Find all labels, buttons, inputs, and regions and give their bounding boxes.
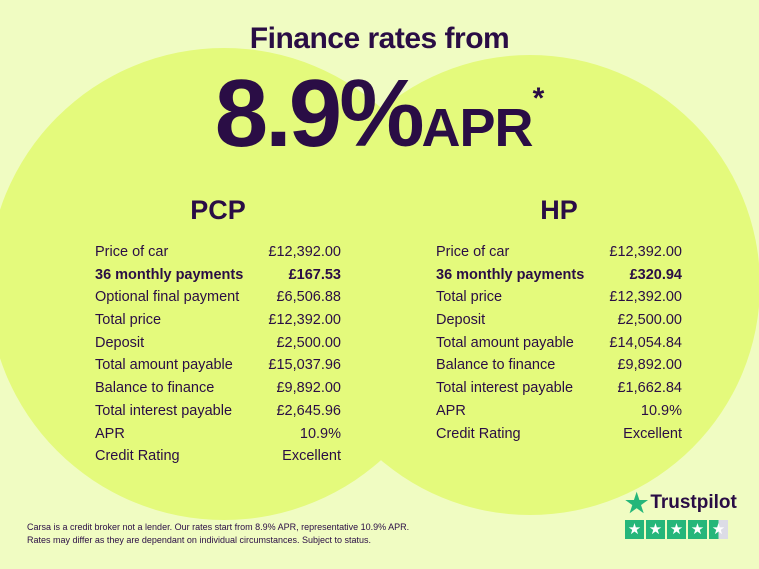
table-row: Total amount payable £15,037.96 bbox=[95, 354, 341, 377]
row-label: Deposit bbox=[436, 312, 486, 329]
row-value: £2,645.96 bbox=[276, 402, 341, 419]
table-row: Credit Rating Excellent bbox=[436, 423, 682, 446]
rating-star-icon: ★ bbox=[688, 520, 707, 539]
row-value: Excellent bbox=[623, 425, 682, 442]
row-label: Total price bbox=[95, 312, 162, 329]
row-label: 36 monthly payments bbox=[436, 266, 585, 283]
rate-asterisk: * bbox=[532, 82, 545, 115]
star-icon: ★ bbox=[625, 488, 649, 518]
row-label: Price of car bbox=[95, 244, 169, 260]
trustpilot-badge[interactable]: ★ Trustpilot ★ ★ ★ ★ ★ bbox=[625, 488, 737, 539]
row-value: £12,392.00 bbox=[268, 244, 341, 260]
table-row: Credit Rating Excellent bbox=[95, 445, 341, 468]
rate-unit: APR bbox=[421, 98, 534, 158]
row-label: Total amount payable bbox=[95, 357, 233, 374]
table-row: Optional final payment £6,506.88 bbox=[95, 286, 341, 309]
row-value: 10.9% bbox=[299, 425, 341, 442]
row-label: Optional final payment bbox=[95, 289, 240, 306]
row-label: Total interest payable bbox=[436, 380, 574, 397]
row-label: Price of car bbox=[436, 244, 510, 260]
row-value: £12,392.00 bbox=[609, 289, 682, 306]
rating-star-icon: ★ bbox=[625, 520, 644, 539]
row-value: 10.9% bbox=[640, 402, 682, 419]
row-value: £1,662.84 bbox=[617, 380, 682, 397]
table-row: 36 monthly payments £320.94 bbox=[436, 264, 682, 287]
rating-star-icon: ★ bbox=[709, 520, 728, 539]
row-label: Balance to finance bbox=[95, 380, 215, 397]
row-label: Total amount payable bbox=[436, 334, 574, 351]
row-value: £320.94 bbox=[629, 266, 682, 283]
table-row: APR 10.9% bbox=[95, 423, 341, 446]
row-value: £12,392.00 bbox=[268, 312, 341, 329]
row-value: £2,500.00 bbox=[617, 312, 682, 329]
row-value: £2,500.00 bbox=[276, 334, 341, 351]
headline: Finance rates from bbox=[249, 22, 510, 55]
row-value: £12,392.00 bbox=[609, 244, 682, 260]
row-label: Credit Rating bbox=[95, 448, 180, 465]
table-row: Price of car £12,392.00 bbox=[95, 241, 341, 264]
rating-star-icon: ★ bbox=[667, 520, 686, 539]
table-row: Total interest payable £2,645.96 bbox=[95, 400, 341, 423]
table-row: Balance to finance £9,892.00 bbox=[95, 377, 341, 400]
pcp-heading: PCP bbox=[190, 195, 246, 225]
row-label: 36 monthly payments bbox=[95, 266, 244, 283]
table-row: Price of car £12,392.00 bbox=[436, 241, 682, 264]
table-row: Total price £12,392.00 bbox=[95, 309, 341, 332]
pcp-table: PCP Price of car £12,392.00 36 monthly paym… bbox=[95, 195, 341, 468]
row-label: Deposit bbox=[95, 334, 145, 351]
rate-value: 8.9% bbox=[214, 60, 425, 167]
row-label: Total interest payable bbox=[95, 402, 233, 419]
table-row: Deposit £2,500.00 bbox=[95, 332, 341, 355]
row-value: £15,037.96 bbox=[268, 357, 341, 374]
table-row: Balance to finance £9,892.00 bbox=[436, 354, 682, 377]
table-row: APR 10.9% bbox=[436, 400, 682, 423]
row-label: Total price bbox=[436, 289, 503, 306]
rate-display: 8.9%APR* bbox=[0, 64, 759, 164]
disclaimer-line-1: Carsa is a credit broker not a lender. O… bbox=[27, 522, 410, 532]
row-label: APR bbox=[436, 402, 466, 419]
background-circle-right bbox=[300, 55, 759, 515]
row-value: £9,892.00 bbox=[276, 380, 341, 397]
row-value: Excellent bbox=[282, 448, 341, 465]
row-value: £6,506.88 bbox=[276, 289, 341, 306]
table-row: Deposit £2,500.00 bbox=[436, 309, 682, 332]
row-label: Credit Rating bbox=[436, 425, 521, 442]
table-row: Total price £12,392.00 bbox=[436, 286, 682, 309]
trustpilot-name: Trustpilot bbox=[650, 492, 737, 513]
disclaimer-line-2: Rates may differ as they are dependant o… bbox=[27, 535, 372, 545]
row-value: £14,054.84 bbox=[609, 334, 682, 351]
hp-heading: HP bbox=[540, 195, 578, 225]
table-row: 36 monthly payments £167.53 bbox=[95, 264, 341, 287]
row-value: £9,892.00 bbox=[617, 357, 682, 374]
table-row: Total amount payable £14,054.84 bbox=[436, 332, 682, 355]
row-label: Balance to finance bbox=[436, 357, 556, 374]
rating-star-icon: ★ bbox=[646, 520, 665, 539]
trustpilot-rating: ★ ★ ★ ★ ★ bbox=[625, 520, 730, 539]
disclaimer: Carsa is a credit broker not a lender. O… bbox=[27, 521, 409, 547]
row-label: APR bbox=[95, 425, 125, 442]
table-row: Total interest payable £1,662.84 bbox=[436, 377, 682, 400]
row-value: £167.53 bbox=[288, 266, 341, 283]
hp-table: HP Price of car £12,392.00 36 monthly payme… bbox=[436, 195, 682, 445]
